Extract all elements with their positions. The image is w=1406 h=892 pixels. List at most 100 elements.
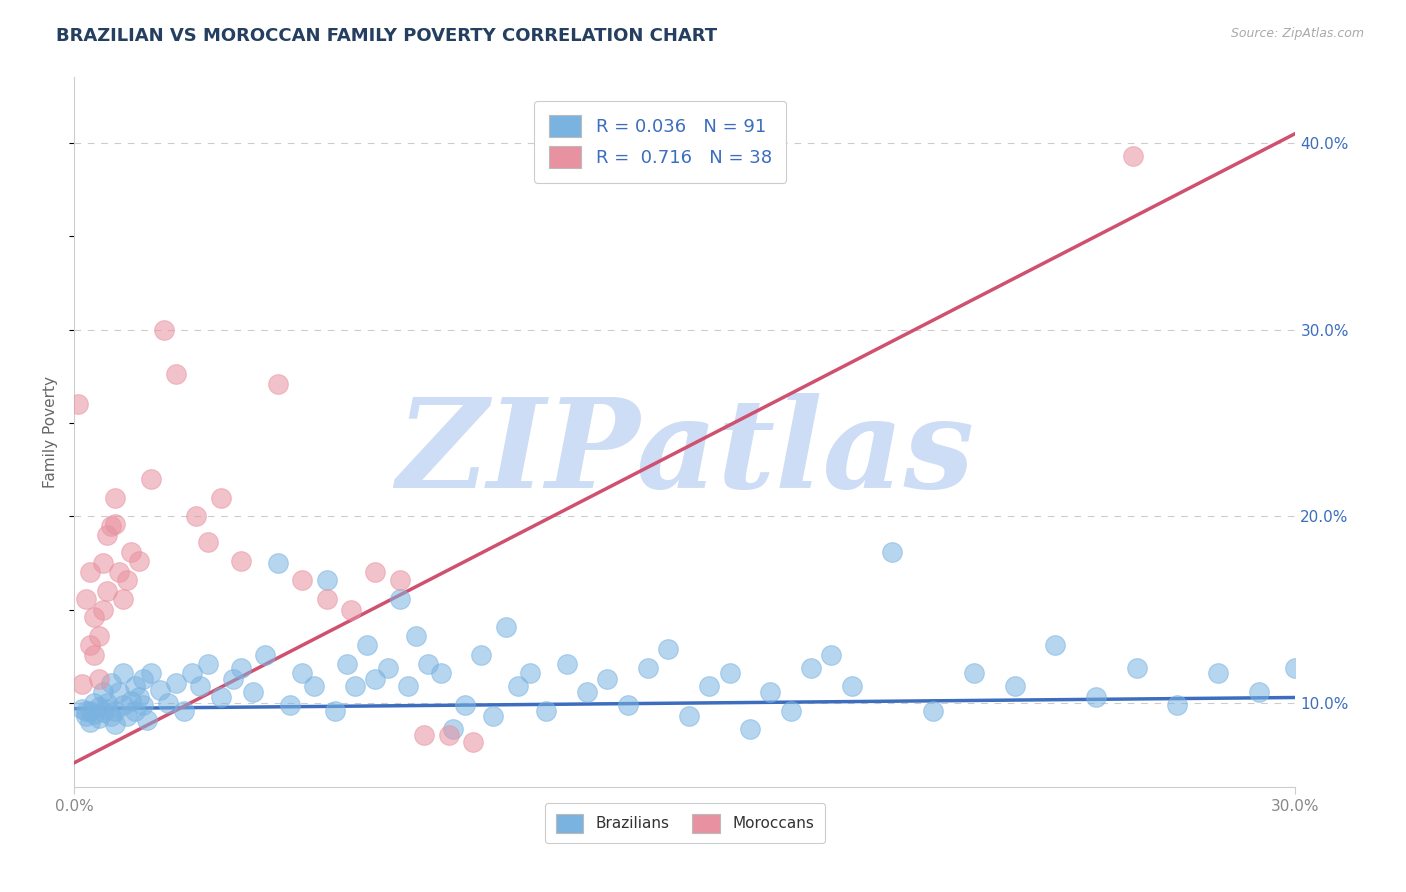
Point — [141, 472, 163, 486]
Point — [100, 709, 122, 723]
Point — [79, 566, 101, 580]
Point — [413, 728, 436, 742]
Point — [1247, 685, 1270, 699]
Point — [437, 728, 460, 742]
Point — [120, 545, 142, 559]
Point — [124, 679, 146, 693]
Point — [396, 679, 419, 693]
Point — [136, 713, 159, 727]
Point — [738, 723, 761, 737]
Point — [115, 709, 138, 723]
Point — [165, 368, 187, 382]
Point — [377, 660, 399, 674]
Point — [364, 672, 387, 686]
Point — [104, 516, 127, 531]
Point — [576, 685, 599, 699]
Point — [1284, 660, 1306, 674]
Point — [70, 677, 93, 691]
Point — [657, 642, 679, 657]
Point — [111, 698, 134, 712]
Point — [388, 573, 411, 587]
Point — [156, 696, 179, 710]
Point — [75, 709, 97, 723]
Point — [128, 554, 150, 568]
Point — [1206, 666, 1229, 681]
Point — [188, 679, 211, 693]
Point — [186, 509, 208, 524]
Text: BRAZILIAN VS MOROCCAN FAMILY POVERTY CORRELATION CHART: BRAZILIAN VS MOROCCAN FAMILY POVERTY COR… — [56, 27, 717, 45]
Point — [304, 679, 326, 693]
Point — [149, 683, 172, 698]
Point — [91, 603, 114, 617]
Legend: Brazilians, Moroccans: Brazilians, Moroccans — [546, 804, 824, 843]
Point — [79, 638, 101, 652]
Point — [323, 704, 346, 718]
Point — [100, 518, 122, 533]
Point — [800, 660, 823, 674]
Point — [506, 679, 529, 693]
Point — [718, 666, 741, 681]
Text: Source: ZipAtlas.com: Source: ZipAtlas.com — [1230, 27, 1364, 40]
Point — [1004, 679, 1026, 693]
Point — [181, 666, 204, 681]
Point — [242, 685, 264, 699]
Text: ZIPatlas: ZIPatlas — [395, 392, 974, 515]
Point — [75, 591, 97, 606]
Point — [841, 679, 863, 693]
Point — [91, 706, 114, 720]
Point — [111, 591, 134, 606]
Point — [470, 648, 492, 662]
Point — [482, 709, 505, 723]
Point — [1084, 690, 1107, 705]
Point — [132, 698, 155, 712]
Point — [100, 675, 122, 690]
Point — [454, 698, 477, 712]
Point — [461, 735, 484, 749]
Point — [104, 491, 127, 505]
Point — [637, 660, 659, 674]
Point — [96, 584, 118, 599]
Point — [173, 704, 195, 718]
Point — [536, 704, 558, 718]
Point — [108, 685, 131, 699]
Point — [70, 702, 93, 716]
Point — [963, 666, 986, 681]
Point — [209, 491, 232, 505]
Point — [418, 657, 440, 671]
Point — [1125, 660, 1147, 674]
Point — [315, 591, 337, 606]
Point — [91, 556, 114, 570]
Point — [1166, 698, 1188, 712]
Point — [83, 610, 105, 624]
Point — [128, 690, 150, 705]
Point — [75, 704, 97, 718]
Point — [278, 698, 301, 712]
Point — [96, 696, 118, 710]
Point — [291, 666, 314, 681]
Point — [596, 672, 619, 686]
Point — [616, 698, 638, 712]
Point — [697, 679, 720, 693]
Point — [79, 704, 101, 718]
Point — [111, 666, 134, 681]
Point — [759, 685, 782, 699]
Point — [254, 648, 277, 662]
Point — [83, 707, 105, 722]
Point — [340, 603, 363, 617]
Point — [779, 704, 801, 718]
Point — [441, 723, 464, 737]
Y-axis label: Family Poverty: Family Poverty — [44, 376, 58, 488]
Point — [152, 322, 174, 336]
Point — [495, 619, 517, 633]
Point — [343, 679, 366, 693]
Point — [83, 648, 105, 662]
Point — [364, 566, 387, 580]
Point — [291, 573, 314, 587]
Point — [266, 556, 288, 570]
Point — [87, 711, 110, 725]
Point — [1122, 149, 1144, 163]
Point — [79, 714, 101, 729]
Point — [429, 666, 451, 681]
Point — [315, 573, 337, 587]
Point — [356, 638, 378, 652]
